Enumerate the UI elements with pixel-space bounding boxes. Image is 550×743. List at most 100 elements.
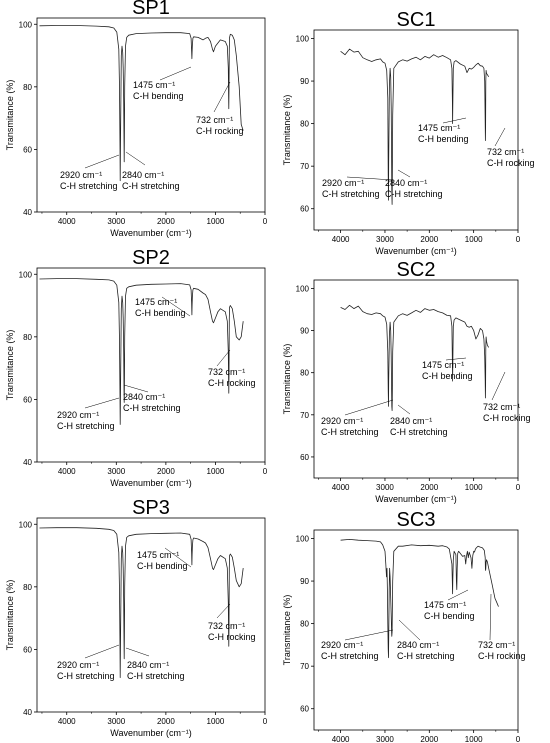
x-tick-label: 2000 [420,483,438,492]
annotation-leader-line [84,154,120,169]
x-tick-label: 4000 [58,467,76,476]
annotation-wavenumber: 1475 cm⁻¹ [137,550,179,560]
x-tick-label: 1000 [465,735,483,743]
annotation-wavenumber: 1475 cm⁻¹ [422,360,464,370]
annotation-assignment: C-H stretching [127,671,185,681]
annotation-wavenumber: 2840 cm⁻¹ [385,178,427,188]
annotation-assignment: C-H stretching [385,189,443,199]
annotation-assignment: C-H rocking [196,126,244,136]
x-tick-label: 1000 [207,217,225,226]
annotation-wavenumber: 2920 cm⁻¹ [60,170,102,180]
annotation-assignment: C-H stretching [322,189,380,199]
x-tick-label: 3000 [376,483,394,492]
y-tick-label: 90 [300,77,309,86]
plot-frame [313,279,519,479]
annotation-assignment: C-H bending [133,91,184,101]
annotation-leader-line [442,117,467,124]
annotation-wavenumber: 2920 cm⁻¹ [321,640,363,650]
chart-panel-sc1: SC1 4000 3000 2000 1000 0 60 70 80 90 100 Wavenumbe… [282,9,535,256]
x-tick-label: 1000 [207,467,225,476]
annotation-wavenumber: 1475 cm⁻¹ [133,80,175,90]
x-axis-label: Wavenumber (cm⁻¹) [110,478,191,488]
annotation-assignment: C-H bending [422,371,473,381]
y-tick-label: 80 [300,620,309,629]
annotation-assignment: C-H rocking [487,158,535,168]
annotation-wavenumber: 1475 cm⁻¹ [424,600,466,610]
y-tick-label: 100 [19,520,33,529]
annotation-wavenumber: 1475 cm⁻¹ [418,123,460,133]
annotation-wavenumber: 2920 cm⁻¹ [321,416,363,426]
y-axis-label: Transmitance (%) [5,80,15,151]
annotation-leader-line [447,589,469,601]
annotation-assignment: C-H bending [418,134,469,144]
x-tick-label: 0 [516,735,521,743]
y-tick-label: 90 [300,327,309,336]
annotation-wavenumber: 732 cm⁻¹ [483,402,520,412]
x-tick-label: 2000 [157,467,175,476]
annotation-wavenumber: 732 cm⁻¹ [478,640,515,650]
annotation-wavenumber: 1475 cm⁻¹ [135,297,177,307]
annotation-leader-line [397,404,411,415]
x-tick-label: 3000 [107,717,125,726]
annotation-wavenumber: 2840 cm⁻¹ [127,660,169,670]
annotation-assignment: C-H rocking [478,651,526,661]
annotation-leader-line [164,547,192,568]
annotation-leader-line [123,384,149,393]
x-tick-label: 4000 [58,217,76,226]
y-tick-label: 100 [296,35,310,44]
x-tick-label: 3000 [107,467,125,476]
annotation-assignment: C-H stretching [57,671,115,681]
y-tick-label: 80 [23,333,32,342]
annotation-leader-line [489,593,492,641]
annotation-assignment: C-H bending [424,611,475,621]
annotation-wavenumber: 2920 cm⁻¹ [57,410,99,420]
chart-panel-sc3: SC34000300020001000060708090100Wavenumbe… [282,509,526,743]
y-tick-label: 60 [300,205,309,214]
plot-frame [36,17,266,213]
annotation-assignment: C-H bending [137,561,188,571]
annotation-assignment: C-H stretching [390,427,448,437]
y-tick-label: 80 [23,83,32,92]
x-axis-label: Wavenumber (cm⁻¹) [375,494,456,504]
x-tick-label: 1000 [465,235,483,244]
annotation-wavenumber: 732 cm⁻¹ [196,115,233,125]
annotation-assignment: C-H stretching [122,181,180,191]
chart-title: SP2 [132,247,170,269]
annotation-leader-line [344,629,394,641]
x-tick-label: 0 [263,467,268,476]
x-tick-label: 0 [516,483,521,492]
annotation-wavenumber: 732 cm⁻¹ [208,367,245,377]
chart-panel-sc2: SC2 4000 3000 2000 1000 0 60 70 80 90 100 Wavenumbe… [282,259,531,504]
plot-frame [313,29,519,231]
annotation-leader-line [491,371,506,401]
annotation-wavenumber: 2920 cm⁻¹ [57,660,99,670]
x-tick-label: 4000 [332,735,350,743]
plot-frame [36,517,266,713]
y-tick-label: 100 [19,270,33,279]
y-tick-label: 80 [300,369,309,378]
chart-title: SP3 [132,497,170,519]
x-tick-label: 1000 [207,717,225,726]
x-tick-label: 4000 [332,483,350,492]
y-tick-label: 60 [300,453,309,462]
annotation-leader-line [161,296,191,317]
y-tick-label: 70 [300,411,309,420]
y-axis-label: Transmitance (%) [282,595,292,666]
y-tick-label: 100 [19,20,33,29]
chart-panel-sp2: SP2 4000 3000 2000 1000 0 40 60 80 100 Wavenumber … [5,247,268,488]
annotation-leader-line [445,357,467,361]
chart-panel-sp3: SP3 4000 3000 2000 1000 0 40 60 80 100 Wavenumber … [5,497,268,738]
annotation-wavenumber: 2920 cm⁻¹ [322,178,364,188]
spectrum-line [39,25,244,182]
y-tick-label: 80 [300,120,309,129]
x-tick-label: 2000 [157,217,175,226]
annotation-leader-line [213,81,231,113]
y-tick-label: 100 [296,284,310,293]
annotation-leader-line [344,399,394,416]
annotation-leader-line [84,644,120,659]
y-tick-label: 100 [296,535,310,544]
annotation-leader-line [398,619,421,641]
annotation-leader-line [346,176,394,181]
annotation-assignment: C-H rocking [483,413,531,423]
